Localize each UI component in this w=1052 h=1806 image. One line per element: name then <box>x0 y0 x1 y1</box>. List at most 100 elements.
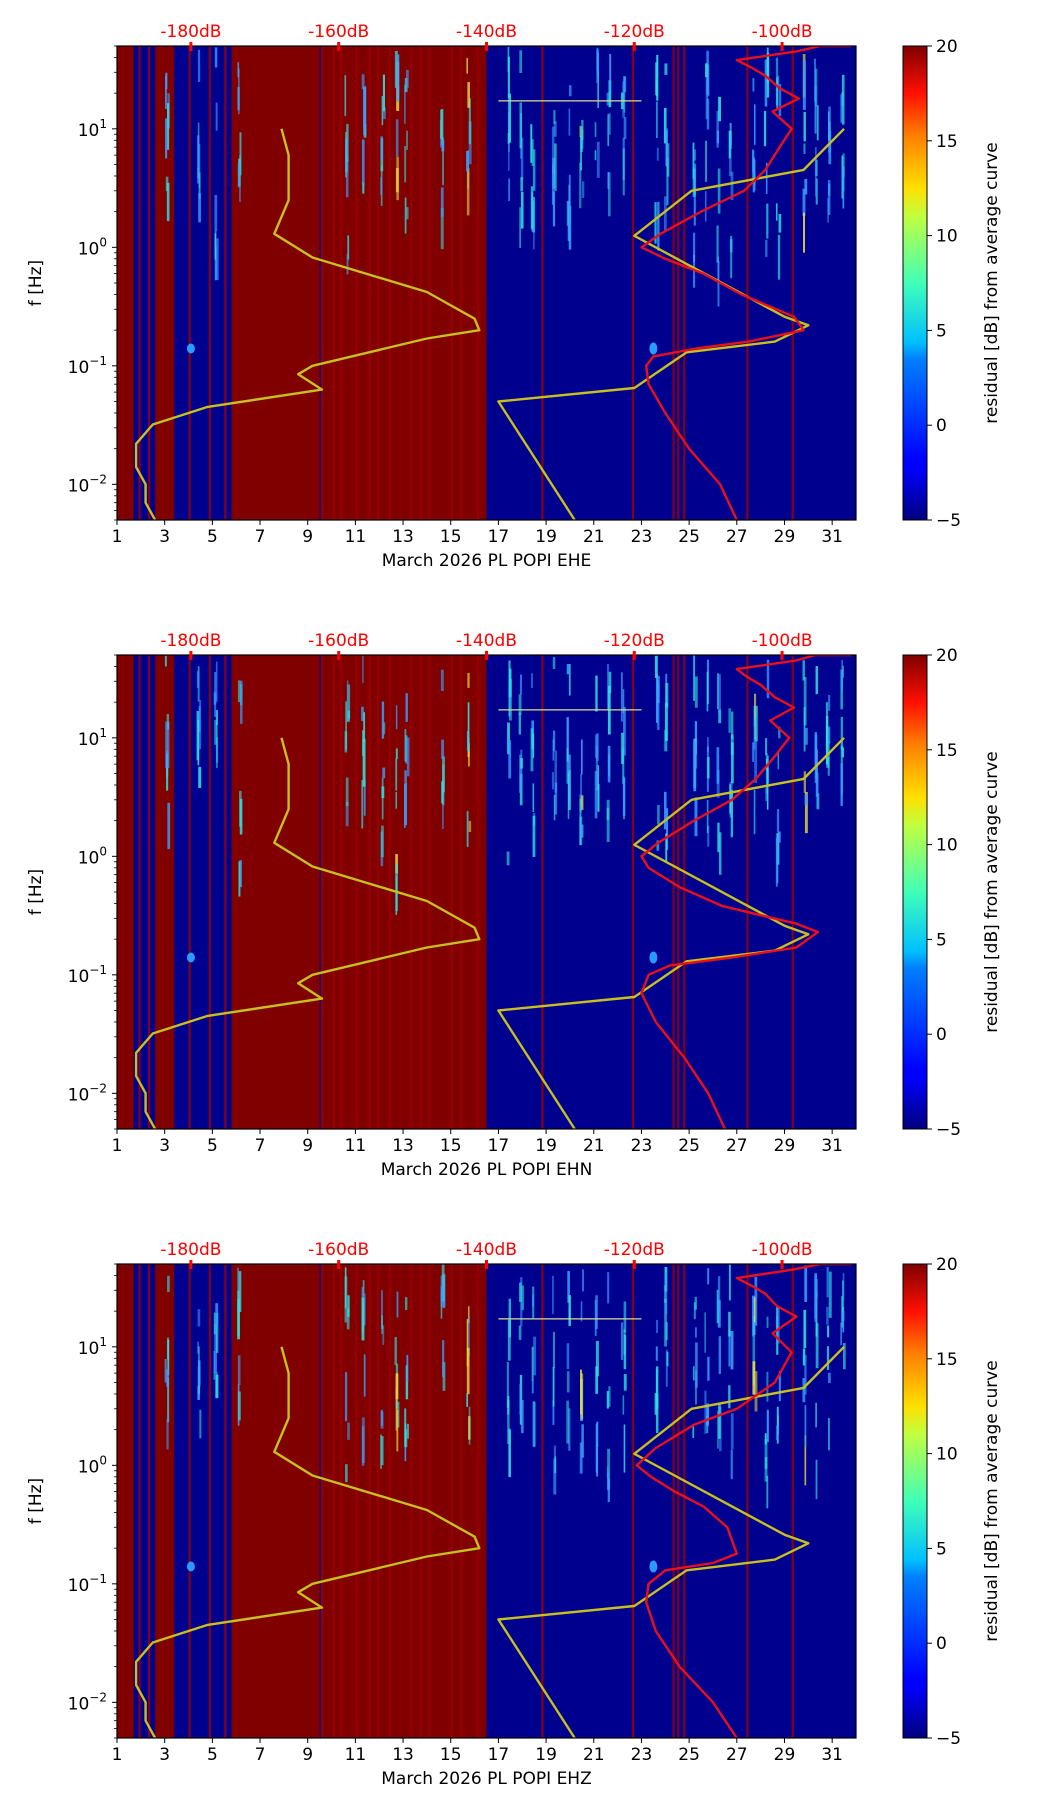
event-streak <box>766 1409 769 1443</box>
event-streak <box>666 808 669 850</box>
event-streak <box>347 1422 350 1440</box>
colorbar-tick-label: 10 <box>936 1445 958 1465</box>
gap-stripe <box>460 655 463 1129</box>
event-streak <box>692 142 695 180</box>
event-streak <box>695 1342 698 1388</box>
event-streak <box>693 232 696 263</box>
event-streak <box>566 717 569 762</box>
event-streak <box>531 1380 534 1394</box>
event-streak <box>607 172 610 189</box>
gap-stripe <box>791 46 794 520</box>
gap-stripe <box>460 46 463 520</box>
gap-stripe <box>450 1264 453 1738</box>
event-streak <box>843 1343 846 1370</box>
event-streak <box>608 671 612 694</box>
x-tick-label: 31 <box>821 527 843 547</box>
event-streak <box>730 789 733 838</box>
event-streak <box>803 111 806 142</box>
gap-stripe <box>188 655 191 1129</box>
event-streak <box>595 1340 599 1377</box>
event-streak <box>655 1393 659 1434</box>
saturated-band <box>231 655 320 1129</box>
event-streak <box>621 732 624 765</box>
event-streak <box>237 1391 241 1421</box>
event-streak <box>828 694 831 711</box>
event-streak <box>607 114 610 147</box>
event-streak <box>239 132 242 176</box>
event-streak <box>199 700 202 750</box>
event-streak <box>754 1371 758 1412</box>
event-streak <box>345 158 349 198</box>
db-scale-label: -140dB <box>456 631 517 651</box>
event-streak <box>344 1372 348 1422</box>
event-streak <box>381 701 385 739</box>
event-streak <box>213 1350 216 1380</box>
event-streak <box>346 680 349 723</box>
event-streak <box>665 1322 668 1340</box>
event-streak <box>706 1406 709 1427</box>
event-streak <box>567 1270 570 1303</box>
event-streak <box>518 694 522 715</box>
model-curve-left <box>134 737 481 1129</box>
event-streak <box>346 1308 350 1330</box>
event-streak <box>717 822 720 853</box>
event-streak <box>568 754 571 803</box>
event-streak <box>552 191 556 227</box>
gap-stripe <box>631 1264 635 1738</box>
colorbar-tick-label: 5 <box>936 321 947 341</box>
event-streak <box>620 1322 624 1360</box>
event-streak <box>395 168 399 193</box>
event-streak <box>804 1435 807 1486</box>
event-streak <box>607 1478 610 1503</box>
event-streak <box>165 118 168 159</box>
event-streak <box>704 1390 707 1434</box>
event-streak <box>826 1346 830 1370</box>
event-streak <box>382 1325 385 1345</box>
event-streak <box>594 122 597 138</box>
x-tick-label: 19 <box>535 527 557 547</box>
event-streak <box>216 723 218 769</box>
event-streak <box>441 140 445 152</box>
x-axis-label: March 2026 PL POPI EHE <box>382 551 592 571</box>
gap-stripe <box>332 655 335 1129</box>
event-streak <box>166 103 170 150</box>
event-streak <box>508 1429 511 1478</box>
event-streak <box>382 74 386 112</box>
event-streak <box>381 1315 383 1335</box>
gap-stripe <box>355 46 358 520</box>
event-streak <box>239 860 242 888</box>
event-streak <box>728 1385 731 1409</box>
event-streak <box>814 58 816 102</box>
event-streak <box>842 166 845 209</box>
event-streak <box>380 136 383 160</box>
event-streak <box>406 69 409 88</box>
event-streak <box>396 1291 399 1318</box>
event-streak <box>532 197 536 233</box>
gap-stripe <box>376 46 380 520</box>
event-streak <box>532 149 536 191</box>
db-scale-label: -140dB <box>456 22 517 42</box>
event-streak <box>344 1267 347 1309</box>
x-tick-label: 3 <box>159 1136 170 1156</box>
event-streak <box>804 179 808 195</box>
colorbar-label: residual [dB] from average curve <box>982 142 1002 423</box>
event-streak <box>607 1272 610 1304</box>
event-streak <box>361 139 365 186</box>
event-streak <box>666 1351 669 1367</box>
event-streak <box>580 773 583 807</box>
event-streak <box>765 787 768 802</box>
event-streak <box>666 143 670 177</box>
event-streak <box>764 1433 767 1445</box>
event-streak <box>164 655 167 667</box>
event-streak <box>167 1275 170 1293</box>
x-tick-label: 3 <box>159 1745 170 1765</box>
event-streak <box>554 782 558 815</box>
event-streak <box>778 1370 781 1402</box>
event-streak <box>717 1300 721 1328</box>
db-scale-label: -160dB <box>308 22 369 42</box>
event-streak <box>440 109 443 139</box>
event-streak <box>506 1361 509 1408</box>
event-streak <box>716 747 720 784</box>
